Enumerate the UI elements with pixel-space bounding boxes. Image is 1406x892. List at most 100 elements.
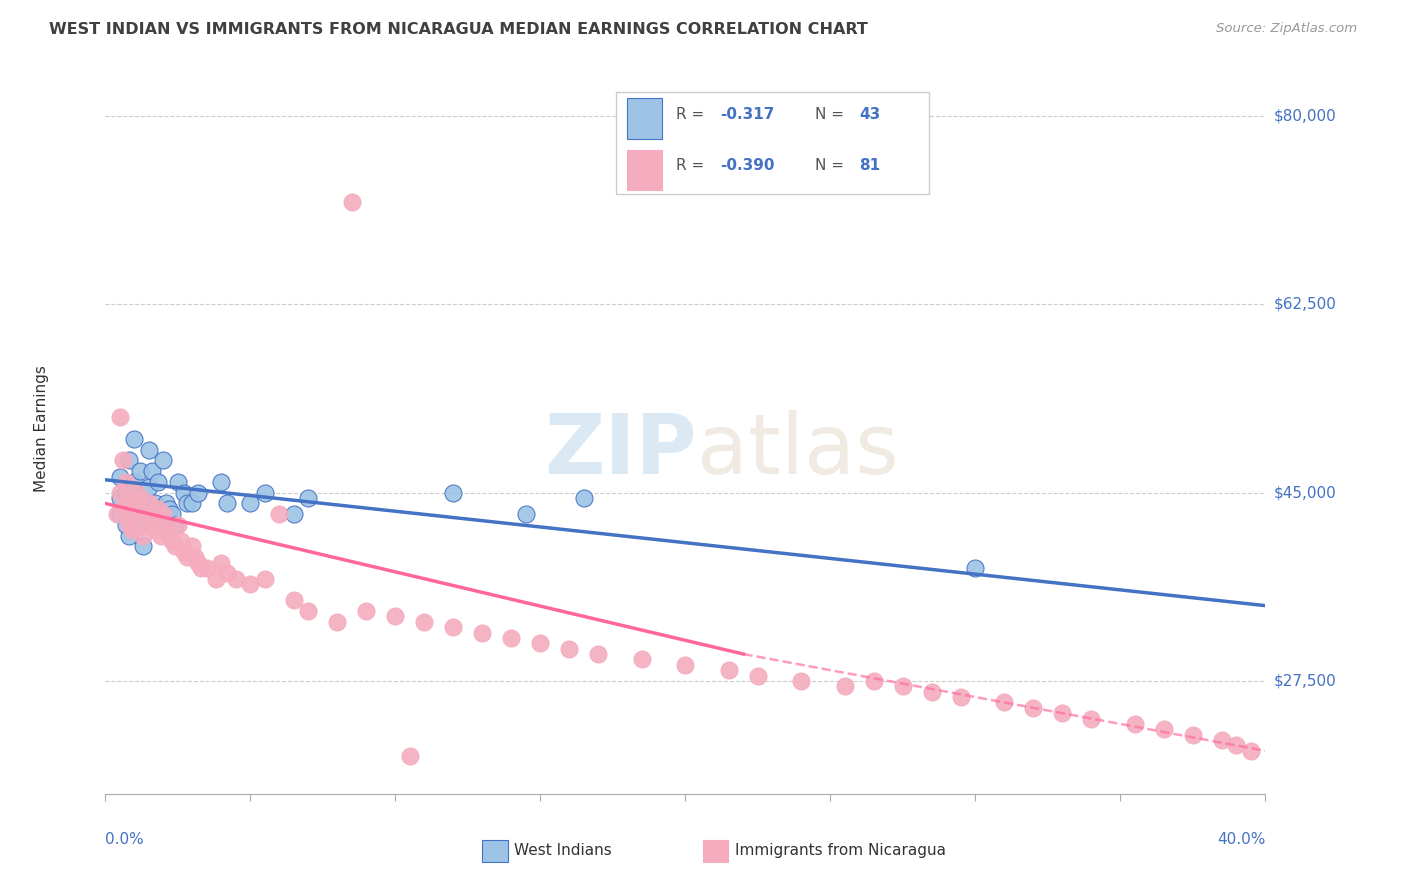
Point [114, 475, 136, 489]
Text: N =: N = [815, 158, 849, 173]
Text: $45,000: $45,000 [1274, 485, 1337, 500]
Point [717, 663, 740, 677]
Point [118, 453, 141, 467]
Point [176, 550, 198, 565]
Point [834, 679, 856, 693]
Point [173, 545, 195, 559]
Point [471, 625, 494, 640]
Point [132, 529, 155, 543]
Point [217, 496, 239, 510]
Text: -0.317: -0.317 [720, 107, 775, 122]
Point [143, 496, 166, 510]
Point [187, 556, 209, 570]
Point [127, 485, 149, 500]
Point [239, 577, 262, 591]
Point [152, 518, 174, 533]
Point [173, 485, 195, 500]
Point [149, 518, 172, 533]
Point [326, 615, 349, 629]
Point [127, 501, 149, 516]
Bar [627, 150, 662, 190]
Point [181, 496, 204, 510]
Point [441, 620, 464, 634]
Point [152, 507, 174, 521]
Point [160, 507, 183, 521]
Point [441, 485, 464, 500]
Text: 40.0%: 40.0% [1218, 831, 1265, 847]
Point [1153, 723, 1175, 737]
Point [111, 501, 134, 516]
Point [146, 501, 169, 516]
Point [891, 679, 914, 693]
Point [501, 631, 523, 645]
Point [138, 480, 160, 494]
Text: atlas: atlas [697, 409, 898, 491]
Point [1123, 717, 1146, 731]
Point [108, 410, 131, 425]
Point [165, 540, 187, 554]
Point [129, 518, 152, 533]
Point [211, 556, 233, 570]
Point [124, 496, 146, 510]
Text: WEST INDIAN VS IMMIGRANTS FROM NICARAGUA MEDIAN EARNINGS CORRELATION CHART: WEST INDIAN VS IMMIGRANTS FROM NICARAGUA… [49, 22, 868, 37]
Point [160, 534, 183, 549]
Bar [703, 840, 728, 862]
Point [184, 550, 207, 565]
Point [283, 593, 305, 607]
Point [239, 496, 262, 510]
Text: 81: 81 [859, 158, 880, 173]
Point [141, 464, 163, 478]
Point [114, 485, 136, 500]
Point [356, 604, 378, 618]
Point [124, 475, 146, 489]
Point [675, 657, 697, 672]
Point [146, 518, 169, 533]
Point [253, 572, 276, 586]
Text: 43: 43 [859, 107, 880, 122]
Point [181, 540, 204, 554]
Text: $27,500: $27,500 [1274, 673, 1337, 689]
Point [1225, 739, 1247, 753]
Point [124, 432, 146, 446]
Bar [627, 98, 662, 138]
Point [124, 496, 146, 510]
Point [413, 615, 436, 629]
Point [118, 529, 141, 543]
Point [155, 496, 177, 510]
Point [631, 652, 654, 666]
Point [138, 442, 160, 457]
Point [108, 469, 131, 483]
Point [146, 475, 169, 489]
Point [204, 572, 226, 586]
Point [1080, 712, 1102, 726]
Point [283, 507, 305, 521]
Point [135, 501, 157, 516]
Point [515, 507, 537, 521]
Point [747, 668, 769, 682]
Point [176, 496, 198, 510]
Point [118, 518, 141, 533]
Point [863, 673, 886, 688]
Point [165, 518, 187, 533]
Point [129, 491, 152, 505]
Point [108, 485, 131, 500]
Point [129, 464, 152, 478]
Point [965, 561, 987, 575]
Point [211, 475, 233, 489]
Point [297, 491, 319, 505]
Point [1240, 744, 1263, 758]
Point [993, 696, 1015, 710]
Text: N =: N = [815, 107, 849, 122]
Point [1211, 733, 1233, 747]
Point [132, 540, 155, 554]
Point [558, 641, 581, 656]
Point [157, 501, 180, 516]
Text: $62,500: $62,500 [1274, 297, 1337, 312]
Point [108, 491, 131, 505]
Point [269, 507, 291, 521]
Point [384, 609, 406, 624]
Point [1052, 706, 1074, 721]
Point [114, 518, 136, 533]
Point [108, 507, 131, 521]
Point [588, 647, 610, 661]
